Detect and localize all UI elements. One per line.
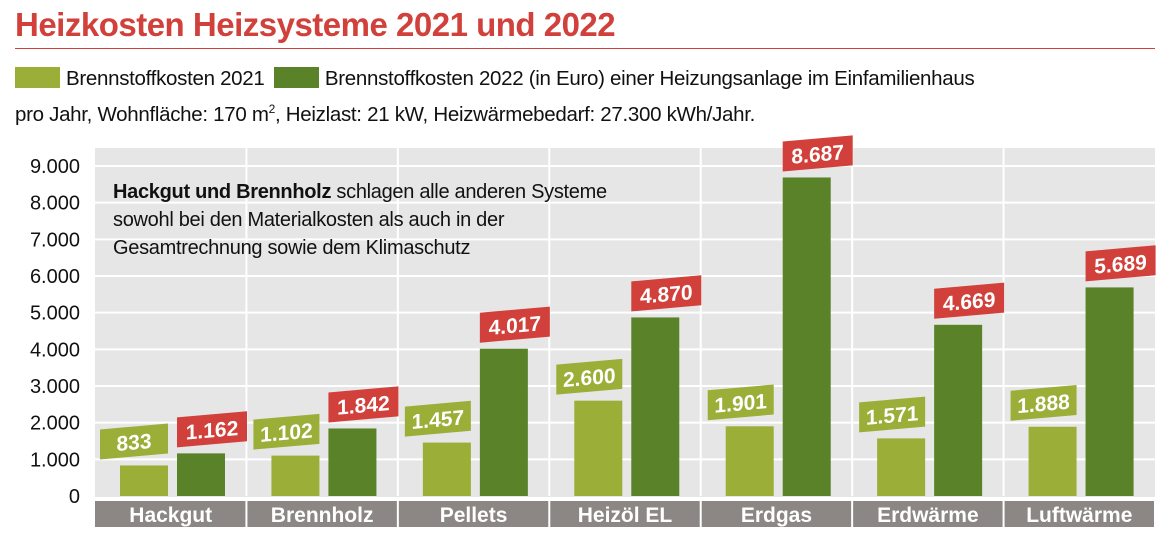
legend: Brennstoffkosten 2021 Brennstoffkosten 2… [15,64,975,130]
bar-2022 [479,348,528,496]
data-label-tag: 8.687 [782,135,853,172]
chart-title: Heizkosten Heizsysteme 2021 und 2022 [15,6,616,43]
y-tick-label: 0 [69,486,80,508]
data-label: 833 [116,430,151,456]
data-label-bg [631,275,702,312]
annotation-text: schlagen alle anderen Systeme sowohl bei… [113,181,607,259]
data-label: 1.888 [1017,391,1070,419]
x-tick-label: Heizöl EL [578,504,673,527]
bar-2021 [422,442,471,496]
y-tick-label: 8.000 [30,193,80,215]
data-label-bg [1085,245,1156,282]
y-tick-label: 5.000 [30,303,80,325]
data-label: 2.600 [563,365,616,393]
data-label-bg [859,396,926,433]
data-label-bg [177,411,247,448]
subtitle-post: , Heizlast: 21 kW, Heizwärmebedarf: 27.3… [275,102,756,126]
y-tick-label: 2.000 [30,413,80,435]
data-label: 1.162 [186,417,239,445]
bar-2021 [877,438,926,496]
data-label-bg [479,306,550,343]
data-label-bg [328,386,399,423]
x-tick-label: Luftwärme [1026,504,1132,527]
x-tick-label: Erdwärme [877,504,979,527]
title-rule [15,48,1155,49]
data-label-bg [782,135,853,172]
y-tick-label: 4.000 [30,339,80,361]
category-band [701,501,852,527]
data-label-tag: 5.689 [1085,245,1156,282]
bar-2022 [934,324,983,496]
y-tick-label: 3.000 [30,376,80,398]
data-label-bg [253,413,320,450]
data-label-bg [100,423,168,460]
data-label-tag: 4.017 [479,306,550,343]
subtitle-pre: pro Jahr, Wohnfläche: 170 m [15,102,269,126]
bar-2022 [1085,287,1134,496]
bar-2021 [271,455,320,496]
data-label-tag: 4.870 [631,275,702,312]
data-label-tag: 1.102 [253,413,320,450]
bar-2022 [631,317,680,496]
data-label: 4.017 [489,312,542,340]
data-label: 5.689 [1094,251,1147,279]
x-tick-label: Pellets [440,504,508,527]
legend-label-2021: Brennstoffkosten 2021 [66,67,265,90]
subtitle-sup: 2 [268,102,276,116]
category-band [853,501,1003,527]
y-tick-label: 6.000 [30,266,80,288]
data-label-bg [404,400,471,437]
category-band [95,501,246,527]
x-tick-label: Erdgas [741,504,812,527]
data-label-bg [934,282,1005,319]
data-label-tag: 1.888 [1010,384,1077,421]
category-band [550,501,700,527]
legend-label-2022: Brennstoffkosten 2022 (in Euro) einer He… [324,67,975,90]
bar-2021 [574,400,623,496]
data-label-tag: 4.669 [934,282,1005,319]
x-tick-label: Hackgut [129,504,212,527]
data-label: 1.102 [260,419,313,447]
category-band [247,501,397,527]
data-label: 1.571 [866,402,919,430]
y-tick-label: 7.000 [30,229,80,251]
annotation-bold: Hackgut und Brennholz [113,181,332,203]
data-label-bg [556,358,623,395]
legend-swatch-2021 [15,67,60,88]
data-label: 1.901 [714,390,767,418]
data-label: 4.669 [943,288,996,316]
bar-2022 [328,428,377,496]
data-label: 1.457 [412,406,465,434]
data-label-bg [707,384,774,421]
legend-swatch-2022 [273,67,319,88]
bar-2021 [725,426,774,496]
category-band [1004,501,1154,527]
annotation: Hackgut und Brennholz schlagen alle ande… [113,178,633,262]
data-label-tag: 2.600 [556,358,623,395]
data-label-tag: 1.901 [707,384,774,421]
bar-2021 [1028,426,1077,496]
bar-2021 [120,465,168,496]
category-band [398,501,549,527]
data-label: 8.687 [791,141,844,169]
data-label-tag: 1.842 [328,386,399,423]
x-tick-label: Brennholz [271,504,374,527]
data-label-tag: 833 [100,423,168,460]
data-label-bg [1010,384,1077,421]
bar-2022 [782,177,831,496]
bar-2022 [177,453,225,496]
data-label-tag: 1.571 [859,396,926,433]
y-tick-label: 1.000 [30,449,80,471]
data-label-tag: 1.457 [404,400,471,437]
data-label: 1.842 [337,392,390,420]
data-label-tag: 1.162 [177,411,247,448]
data-label: 4.870 [640,281,693,309]
y-tick-label: 9.000 [30,156,80,178]
